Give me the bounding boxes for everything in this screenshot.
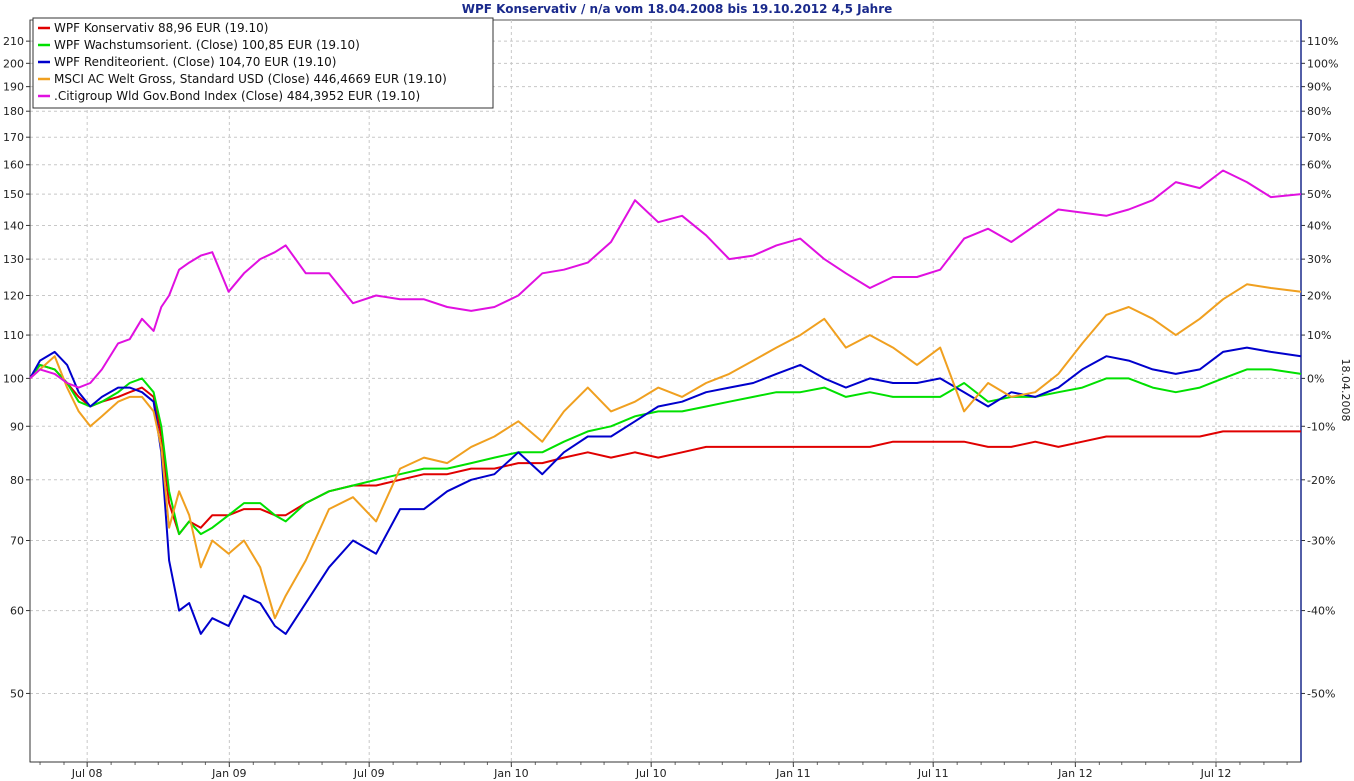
- y2-tick-label: 40%: [1307, 219, 1331, 232]
- y2-tick-label: -50%: [1307, 687, 1335, 700]
- y-tick-label: 110: [3, 329, 24, 342]
- x-tick-label: Jan 10: [493, 767, 528, 780]
- y2-tick-label: -40%: [1307, 605, 1335, 618]
- y2-tick-label: 90%: [1307, 81, 1331, 94]
- x-tick-label: Jul 10: [635, 767, 667, 780]
- chart-title: WPF Konservativ / n/a vom 18.04.2008 bis…: [462, 2, 893, 16]
- y-tick-label: 140: [3, 219, 24, 232]
- x-tick-label: Jul 12: [1200, 767, 1232, 780]
- legend: WPF Konservativ 88,96 EUR (19.10) WPF Wac…: [32, 17, 494, 109]
- series-line-2: [29, 363, 1302, 536]
- y2-tick-label: -10%: [1307, 420, 1335, 433]
- y2-tick-label: 20%: [1307, 290, 1331, 303]
- series-layer: [29, 169, 1302, 635]
- y-tick-label: 190: [3, 81, 24, 94]
- series-line-4: [29, 283, 1302, 620]
- y-tick-label: 90: [10, 420, 24, 433]
- x-tick-label: Jan 12: [1057, 767, 1092, 780]
- y-tick-label: 70: [10, 535, 24, 548]
- series-line-5: [29, 169, 1302, 389]
- y-tick-label: 60: [10, 605, 24, 618]
- y2-tick-label: 70%: [1307, 131, 1331, 144]
- legend-label: WPF Wachstumsorient. (Close) 100,85 EUR …: [54, 38, 360, 52]
- y2-tick-label: -20%: [1307, 474, 1335, 487]
- y2-tick-label: 100%: [1307, 57, 1338, 70]
- x-tick-label: Jul 08: [71, 767, 103, 780]
- x-tick-label: Jan 11: [775, 767, 810, 780]
- legend-label: WPF Renditeorient. (Close) 104,70 EUR (1…: [54, 55, 336, 69]
- x-tick-label: Jul 11: [917, 767, 949, 780]
- y-tick-label: 170: [3, 131, 24, 144]
- y-tick-label: 210: [3, 35, 24, 48]
- y2-tick-label: 80%: [1307, 105, 1331, 118]
- legend-label: .Citigroup Wld Gov.Bond Index (Close) 48…: [54, 89, 420, 103]
- y-tick-label: 50: [10, 687, 24, 700]
- right-axis-label: 18.04.2008: [1339, 359, 1352, 422]
- y2-tick-label: 60%: [1307, 159, 1331, 172]
- x-tick-label: Jan 09: [211, 767, 246, 780]
- series-line-1: [29, 363, 1301, 536]
- axes-layer: 50 60 70 80 90 100 110 120 130 140 150 160 170 180 190…: [3, 20, 1338, 780]
- y-tick-label: 100: [3, 372, 24, 385]
- y2-tick-label: 10%: [1307, 329, 1331, 342]
- y-tick-label: 80: [10, 474, 24, 487]
- y2-tick-label: 50%: [1307, 188, 1331, 201]
- y2-tick-label: 110%: [1307, 35, 1338, 48]
- y2-tick-label: -30%: [1307, 535, 1335, 548]
- y-tick-label: 120: [3, 290, 24, 303]
- legend-box: [32, 17, 494, 109]
- y-tick-label: 200: [3, 57, 24, 70]
- x-tick-label: Jul 09: [353, 767, 385, 780]
- y-tick-label: 150: [3, 188, 24, 201]
- y-tick-label: 180: [3, 105, 24, 118]
- y-tick-label: 130: [3, 253, 24, 266]
- y2-tick-label: 30%: [1307, 253, 1331, 266]
- y2-tick-label: 0%: [1307, 372, 1324, 385]
- legend-label: MSCI AC Welt Gross, Standard USD (Close)…: [54, 72, 447, 86]
- legend-label: WPF Konservativ 88,96 EUR (19.10): [54, 21, 268, 35]
- y-tick-label: 160: [3, 159, 24, 172]
